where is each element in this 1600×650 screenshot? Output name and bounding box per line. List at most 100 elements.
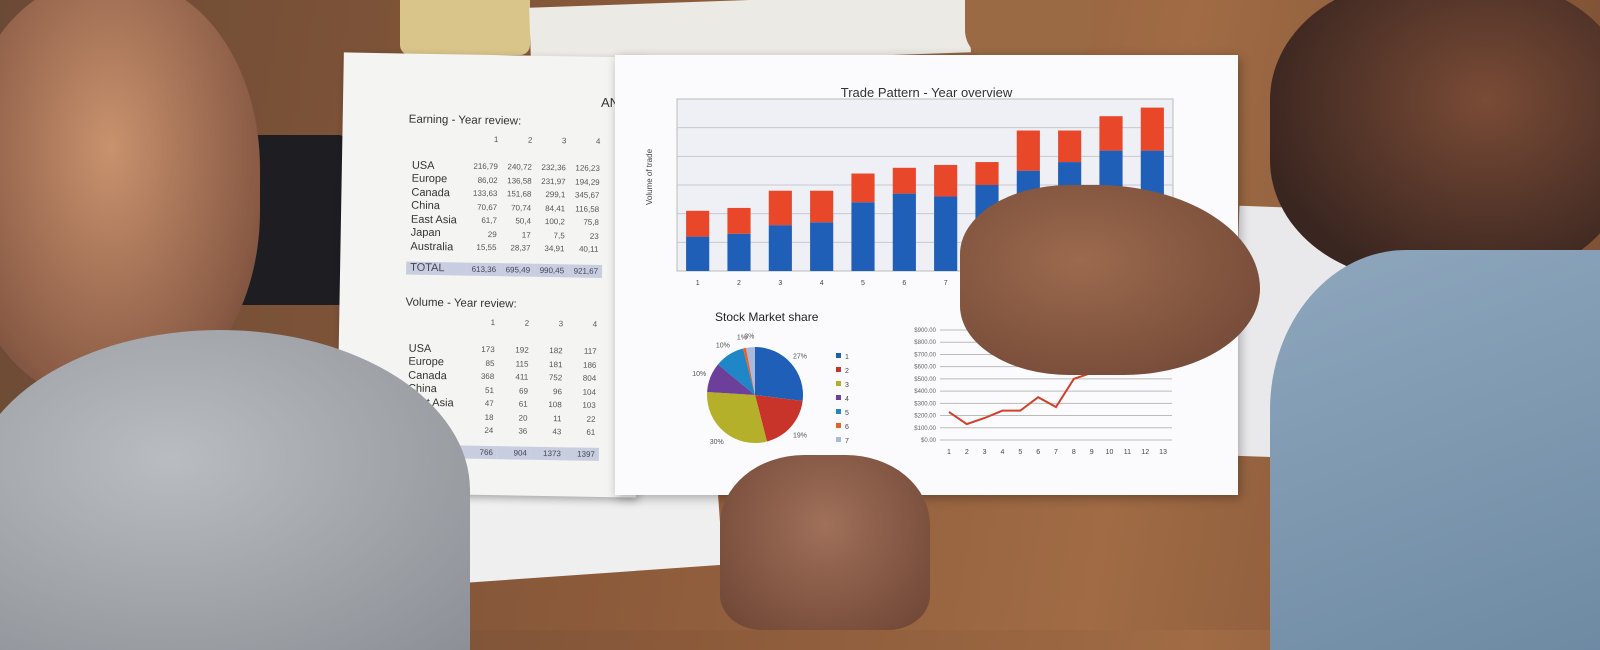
legend-label: 3 xyxy=(845,382,849,389)
x-tick-label: 3 xyxy=(983,449,987,456)
bar-segment xyxy=(934,164,958,197)
cell: 695,49 xyxy=(499,262,535,277)
cell: 61 xyxy=(518,399,528,409)
bar-chart-title: Trade Pattern - Year overview xyxy=(840,85,1013,100)
y-tick-label: $100.00 xyxy=(914,426,936,432)
cell: 34,91 xyxy=(544,244,565,254)
cell: 231,97 xyxy=(541,176,566,187)
cell: 192 xyxy=(515,345,529,355)
cell: 151,68 xyxy=(506,189,532,199)
cell: 117 xyxy=(583,346,597,357)
pie-slice xyxy=(755,347,803,402)
cell: 752 xyxy=(548,373,563,383)
bar-segment xyxy=(810,222,834,271)
legend-label: 5 xyxy=(845,410,849,417)
pie-value-label: 27% xyxy=(793,353,807,360)
bar-segment xyxy=(892,167,916,194)
legend-label: 4 xyxy=(845,396,849,403)
bar-segment xyxy=(727,207,751,234)
cell: 70,67 xyxy=(477,202,498,212)
bar-segment xyxy=(851,202,875,271)
column-header: 2 xyxy=(527,135,533,145)
cell: 194,29 xyxy=(575,177,600,187)
x-tick-label: 4 xyxy=(820,280,824,287)
bar-segment xyxy=(851,173,875,203)
pie-slice xyxy=(743,347,755,395)
cell: 181 xyxy=(549,359,563,370)
bar-segment xyxy=(686,236,710,271)
y-tick-label: $500.00 xyxy=(914,377,936,383)
column-header: 3 xyxy=(561,136,567,146)
cell: 804 xyxy=(582,373,597,384)
legend-label: 2 xyxy=(845,368,849,375)
cell: 24 xyxy=(484,426,494,436)
cell: 28,37 xyxy=(510,243,531,253)
person-right-shirt xyxy=(1270,250,1600,650)
pie-slice xyxy=(707,391,767,443)
legend-swatch xyxy=(836,409,841,414)
pie-slice xyxy=(718,348,755,395)
cell: 1373 xyxy=(530,446,566,461)
x-tick-label: 4 xyxy=(1001,449,1005,456)
column-header: 2 xyxy=(524,318,530,328)
y-tick-label: $200.00 xyxy=(914,414,936,420)
cell: 232,36 xyxy=(541,163,566,173)
cell: 11 xyxy=(553,413,562,424)
column-header: 4 xyxy=(595,137,601,147)
cell: 133,63 xyxy=(472,188,498,199)
pie-value-label: 1% xyxy=(737,334,747,341)
cell: 136,58 xyxy=(507,176,532,186)
cell: 766 xyxy=(462,445,498,460)
person-left-sweater xyxy=(0,330,470,650)
x-tick-label: 3 xyxy=(778,280,782,287)
cell: 84,41 xyxy=(545,203,566,214)
y-tick-label: $300.00 xyxy=(914,401,936,407)
x-tick-label: 1 xyxy=(696,280,700,287)
row-name: Australia xyxy=(410,240,454,254)
x-tick-label: 9 xyxy=(1090,449,1094,456)
column-header: 1 xyxy=(490,318,496,328)
cell: 22 xyxy=(586,414,596,424)
cell: 299,1 xyxy=(545,190,566,200)
bar-segment xyxy=(934,196,958,271)
bar-segment xyxy=(1058,130,1082,163)
y-tick-label: $900.00 xyxy=(914,328,936,334)
cell: 23 xyxy=(589,231,599,241)
cell: 75,8 xyxy=(583,217,600,228)
cell: 100,2 xyxy=(544,217,566,227)
coffee-cup xyxy=(400,0,530,55)
legend-swatch xyxy=(836,381,841,386)
row-name: TOTAL xyxy=(405,261,467,276)
pie-slice xyxy=(707,364,755,395)
cell: 173 xyxy=(481,345,495,355)
row-name: Japan xyxy=(410,226,441,240)
pie-value-label: 10% xyxy=(692,371,706,378)
x-tick-label: 11 xyxy=(1124,449,1131,456)
cell: 86,02 xyxy=(477,175,498,185)
holding-hand xyxy=(720,455,930,630)
line-series xyxy=(948,371,1093,426)
cell: 904 xyxy=(496,445,532,460)
row-name: Canada xyxy=(411,186,451,200)
y-tick-label: $400.00 xyxy=(914,389,936,395)
pie-value-label: 3% xyxy=(744,333,754,340)
y-tick-label: $700.00 xyxy=(914,352,936,358)
cell: 70,74 xyxy=(511,203,532,213)
x-tick-label: 7 xyxy=(1054,449,1058,456)
y-tick-label: $800.00 xyxy=(914,340,936,346)
cell: 40,11 xyxy=(578,244,599,255)
pie-chart-title: Stock Market share xyxy=(715,310,819,324)
cell: 1397 xyxy=(564,446,600,461)
bar-segment xyxy=(727,233,751,271)
cell: 345,67 xyxy=(574,190,600,201)
plant-pot xyxy=(965,0,1095,60)
pie-value-label: 19% xyxy=(793,433,807,440)
y-tick-label: $0.00 xyxy=(921,438,937,444)
cell: 7,5 xyxy=(553,230,565,241)
bar-segment xyxy=(1016,130,1040,171)
column-header: 1 xyxy=(493,135,499,145)
cell: 182 xyxy=(549,346,563,356)
volume-title: Volume - Year review: xyxy=(405,296,517,311)
earning-table: 1 2 3 4 USA 216,79 240,72 232,36 126,23 Europe 86,… xyxy=(405,132,604,278)
cell: 15,55 xyxy=(476,243,497,253)
